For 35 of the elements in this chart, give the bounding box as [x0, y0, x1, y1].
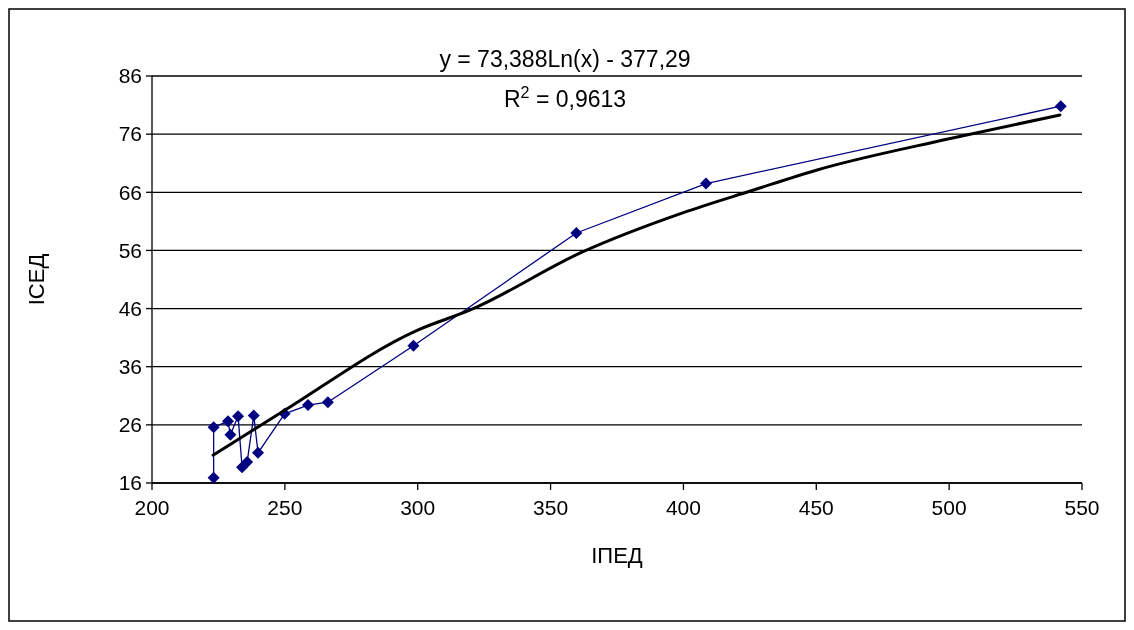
y-tick-label: 46 — [118, 296, 142, 320]
x-tick-label: 300 — [400, 496, 436, 519]
point — [1054, 100, 1067, 113]
point — [301, 399, 314, 412]
point — [407, 339, 420, 352]
x-tick-label: 350 — [533, 496, 569, 519]
point — [207, 421, 220, 434]
x-tick-label: 500 — [931, 496, 967, 519]
x-tick-label: 450 — [798, 496, 834, 519]
x-tick-label: 250 — [267, 496, 303, 519]
y-tick-label: 56 — [118, 238, 142, 262]
point — [224, 428, 237, 441]
point — [241, 456, 254, 469]
annotation: R$^{2}$ = 0,9613 — [503, 83, 627, 112]
x-axis-title: IПЕД — [591, 543, 643, 568]
y-tick-label: 76 — [118, 122, 142, 146]
point — [321, 396, 334, 409]
y-axis-title: IСЕД — [23, 253, 49, 306]
point — [207, 471, 220, 484]
point — [570, 226, 583, 239]
y-tick-label: 86 — [118, 64, 142, 88]
x-tick-label: 400 — [665, 496, 701, 519]
x-tick-label: 550 — [1064, 496, 1100, 519]
point — [221, 415, 234, 428]
point — [252, 446, 265, 459]
point — [700, 177, 713, 190]
y-tick-label: 36 — [118, 355, 142, 379]
point — [232, 410, 245, 423]
x-tick-label: 200 — [134, 496, 170, 519]
point — [236, 461, 249, 474]
y-tick-label: 16 — [118, 471, 142, 495]
point — [247, 409, 260, 422]
text: y = 73,388Ln(x) - 377,29 — [439, 46, 691, 72]
y-tick-label: 66 — [118, 180, 142, 204]
y-tick-label: 26 — [118, 413, 142, 437]
